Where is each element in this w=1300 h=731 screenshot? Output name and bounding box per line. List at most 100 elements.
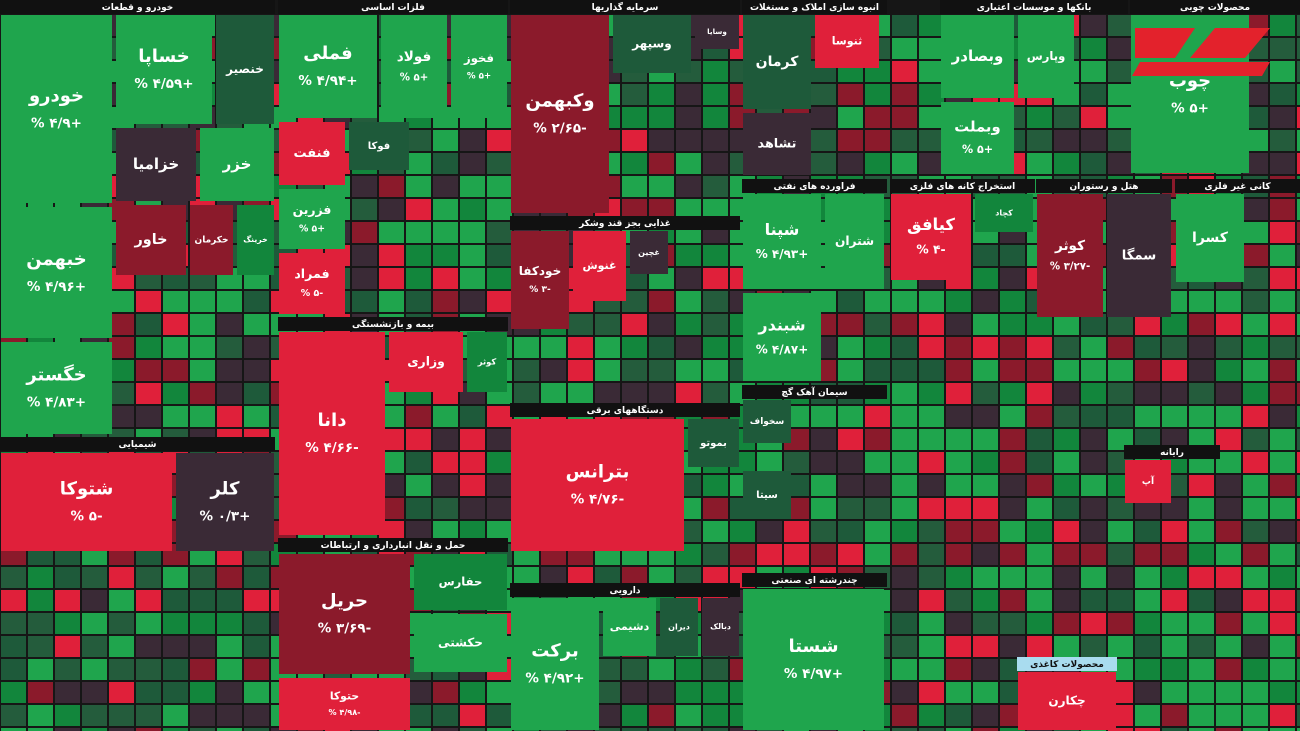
small-tile bbox=[865, 521, 890, 542]
small-tile bbox=[946, 590, 971, 611]
small-tile bbox=[379, 498, 404, 519]
small-tile bbox=[892, 291, 917, 312]
small-tile bbox=[919, 544, 944, 565]
small-tile bbox=[1000, 498, 1025, 519]
small-tile bbox=[379, 521, 404, 542]
small-tile bbox=[973, 682, 998, 703]
small-tile bbox=[1216, 567, 1241, 588]
small-tile bbox=[1162, 360, 1187, 381]
small-tile bbox=[109, 659, 134, 680]
stock-tile bbox=[349, 122, 409, 170]
small-tile bbox=[433, 130, 458, 151]
small-tile bbox=[1027, 613, 1052, 634]
small-tile bbox=[703, 337, 728, 358]
sector-title: هتل و رستوران bbox=[1069, 182, 1138, 192]
sector-header bbox=[1017, 657, 1117, 671]
small-tile bbox=[730, 544, 755, 565]
small-tile bbox=[946, 360, 971, 381]
stock-tile bbox=[1, 207, 112, 338]
sector-title: دستگاههای برقی bbox=[587, 404, 664, 416]
small-tile bbox=[838, 498, 863, 519]
small-tile bbox=[379, 245, 404, 266]
small-tile bbox=[379, 429, 404, 450]
sector-title: سیمان آهک گچ bbox=[781, 386, 847, 398]
small-tile bbox=[622, 291, 647, 312]
small-tile bbox=[1216, 475, 1241, 496]
sector-header bbox=[742, 385, 887, 399]
small-tile bbox=[973, 475, 998, 496]
stock-symbol: شپنا bbox=[765, 220, 800, 240]
small-tile bbox=[649, 199, 674, 220]
small-tile bbox=[1216, 291, 1241, 312]
small-tile bbox=[1243, 544, 1268, 565]
small-tile bbox=[487, 728, 512, 731]
small-tile bbox=[433, 199, 458, 220]
stock-symbol: خکرمان bbox=[195, 236, 229, 246]
small-tile bbox=[892, 107, 917, 128]
small-tile bbox=[1162, 544, 1187, 565]
small-tile bbox=[1216, 590, 1241, 611]
small-tile bbox=[838, 360, 863, 381]
small-tile bbox=[1108, 429, 1133, 450]
stock-symbol: وکبهمن bbox=[525, 90, 594, 111]
small-tile bbox=[1081, 429, 1106, 450]
sector-header bbox=[890, 179, 1035, 193]
stock-tile bbox=[1037, 194, 1103, 317]
small-tile bbox=[919, 475, 944, 496]
small-tile bbox=[1081, 636, 1106, 657]
small-tile bbox=[217, 636, 242, 657]
small-tile bbox=[1297, 61, 1300, 82]
small-tile bbox=[190, 291, 215, 312]
small-tile bbox=[568, 360, 593, 381]
small-tile bbox=[1108, 38, 1133, 59]
small-tile bbox=[1027, 360, 1052, 381]
small-tile bbox=[1135, 682, 1160, 703]
small-tile bbox=[1027, 130, 1052, 151]
small-tile bbox=[1243, 475, 1268, 496]
small-tile bbox=[190, 682, 215, 703]
small-tile bbox=[1027, 406, 1052, 427]
small-tile bbox=[946, 613, 971, 634]
small-tile bbox=[1243, 268, 1268, 289]
small-tile bbox=[676, 360, 701, 381]
small-tile bbox=[406, 130, 431, 151]
small-tile bbox=[973, 613, 998, 634]
sector-title: محصولات چوبی bbox=[1180, 3, 1250, 13]
small-tile bbox=[460, 153, 485, 174]
small-tile bbox=[28, 613, 53, 634]
small-tile bbox=[703, 268, 728, 289]
small-tile bbox=[109, 337, 134, 358]
small-tile bbox=[433, 429, 458, 450]
stock-tile bbox=[1018, 15, 1074, 98]
small-tile bbox=[703, 291, 728, 312]
small-tile bbox=[1270, 291, 1295, 312]
sector-title: فلزات اساسی bbox=[361, 3, 425, 13]
small-tile bbox=[676, 567, 701, 588]
small-tile bbox=[1216, 659, 1241, 680]
sector-title: بانکها و موسسات اعتباری bbox=[977, 3, 1092, 13]
small-tile bbox=[1000, 245, 1025, 266]
small-tile bbox=[487, 153, 512, 174]
small-tile bbox=[1297, 383, 1300, 404]
small-tile bbox=[919, 84, 944, 105]
small-tile bbox=[1108, 107, 1133, 128]
small-tile bbox=[838, 107, 863, 128]
small-tile bbox=[109, 590, 134, 611]
small-tile bbox=[1216, 498, 1241, 519]
small-tile bbox=[1027, 383, 1052, 404]
small-tile bbox=[217, 291, 242, 312]
small-tile bbox=[1270, 153, 1295, 174]
small-tile bbox=[1081, 130, 1106, 151]
small-tile bbox=[406, 498, 431, 519]
small-tile bbox=[919, 360, 944, 381]
small-tile bbox=[1243, 245, 1268, 266]
stock-symbol: دشیمی bbox=[610, 620, 650, 633]
small-tile bbox=[1135, 705, 1160, 726]
small-tile bbox=[973, 383, 998, 404]
small-tile bbox=[892, 130, 917, 151]
small-tile bbox=[1162, 613, 1187, 634]
small-tile bbox=[109, 705, 134, 726]
small-tile bbox=[1108, 130, 1133, 151]
small-tile bbox=[649, 567, 674, 588]
